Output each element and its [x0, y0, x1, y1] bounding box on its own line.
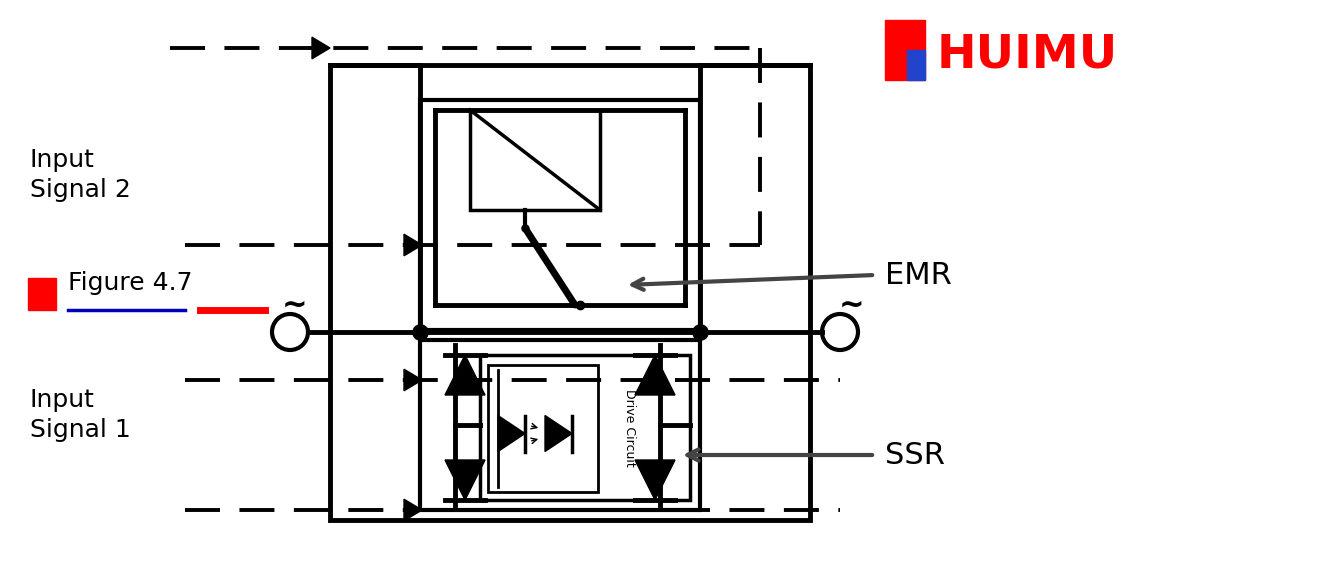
Text: EMR: EMR [884, 260, 952, 290]
Polygon shape [498, 415, 525, 451]
Bar [907, 50, 925, 80]
Polygon shape [635, 460, 676, 500]
Bar [488, 365, 598, 492]
Polygon shape [635, 355, 676, 395]
Text: HUIMU: HUIMU [937, 33, 1118, 78]
Bar [884, 20, 925, 80]
Bar [330, 65, 810, 520]
Polygon shape [545, 415, 572, 451]
Polygon shape [312, 37, 330, 59]
Text: ~: ~ [839, 290, 865, 319]
Text: Input
Signal 1: Input Signal 1 [30, 388, 131, 442]
Polygon shape [405, 369, 422, 391]
Bar [420, 100, 701, 330]
Bar [28, 278, 56, 310]
Polygon shape [405, 234, 422, 256]
Bar [471, 110, 600, 210]
Bar [420, 340, 701, 510]
Text: SSR: SSR [884, 440, 945, 470]
Text: Input
Signal 2: Input Signal 2 [30, 148, 131, 202]
Text: ~: ~ [282, 290, 308, 319]
Polygon shape [446, 460, 485, 500]
Polygon shape [405, 499, 422, 521]
Bar [480, 355, 690, 500]
Text: Figure 4.7: Figure 4.7 [67, 271, 193, 295]
Text: Drive Circuit: Drive Circuit [624, 388, 636, 467]
Polygon shape [446, 355, 485, 395]
